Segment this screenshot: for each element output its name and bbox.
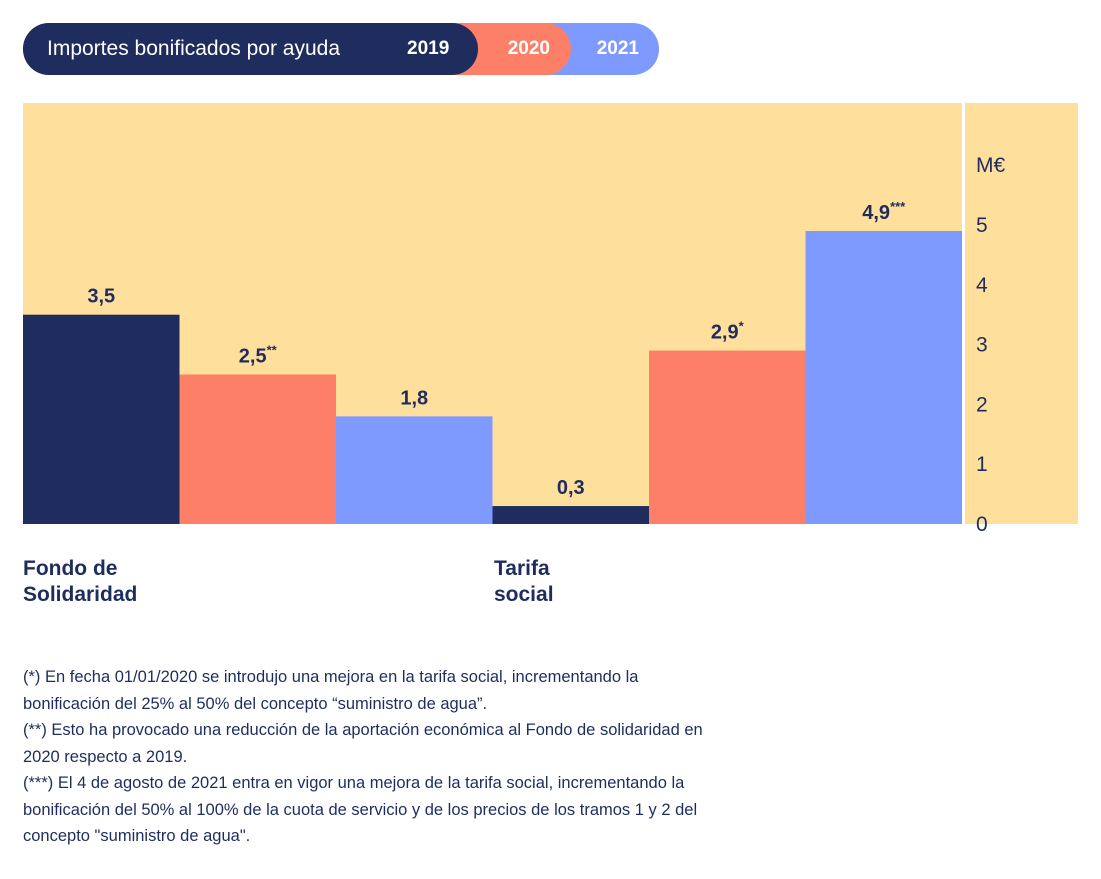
data-label: 4,9***	[862, 199, 906, 224]
legend-label-2019: 2019	[407, 38, 450, 59]
category-label-line: Solidaridad	[23, 583, 138, 606]
category-label-line: social	[494, 583, 554, 606]
y-tick-label: 3	[976, 334, 988, 357]
data-label: 2,5**	[239, 343, 278, 368]
category-label-tarifa: Tarifa social	[494, 556, 554, 608]
footnotes: (*) En fecha 01/01/2020 se introdujo una…	[23, 664, 723, 850]
y-tick-label: 4	[976, 274, 988, 297]
footnote: (**) Esto ha provocado una reducción de …	[23, 721, 703, 766]
axis-background	[965, 103, 1078, 524]
category-label-line: Tarifa	[494, 557, 550, 580]
legend: 2021 2020 Importes bonificados por ayuda…	[23, 23, 659, 75]
bar-2021-0	[336, 416, 493, 524]
bar-2019-0	[23, 314, 180, 524]
category-label-fondo: Fondo de Solidaridad	[23, 556, 137, 608]
bar-2020-0	[179, 374, 336, 524]
y-tick-label: 0	[976, 513, 988, 536]
y-tick-label: 5	[976, 214, 988, 237]
data-label: 3,5	[87, 286, 115, 308]
chart-title: Importes bonificados por ayuda	[47, 37, 341, 60]
category-label-line: Fondo de	[23, 557, 118, 580]
legend-label-2021: 2021	[596, 38, 639, 59]
legend-label-2020: 2020	[507, 38, 550, 59]
bar-2019-1	[492, 506, 649, 524]
footnote: (*) En fecha 01/01/2020 se introdujo una…	[23, 668, 639, 713]
bar-chart: 3,5 2,5** 1,8 0,3 2,9* 4,9*** 0 1 2 3 4 5 M€	[23, 103, 1078, 536]
y-axis-label: M€	[976, 154, 1005, 177]
data-label: 0,3	[557, 477, 585, 499]
y-tick-label: 2	[976, 393, 988, 416]
footnote: (***) El 4 de agosto de 2021 entra en vi…	[23, 774, 698, 845]
y-tick-label: 1	[976, 453, 988, 476]
bar-2020-1	[649, 350, 806, 524]
data-label: 1,8	[400, 387, 428, 409]
bar-2021-1	[805, 230, 962, 525]
legend-item-2019: Importes bonificados por ayuda	[23, 23, 478, 75]
data-label: 2,9*	[711, 319, 745, 344]
